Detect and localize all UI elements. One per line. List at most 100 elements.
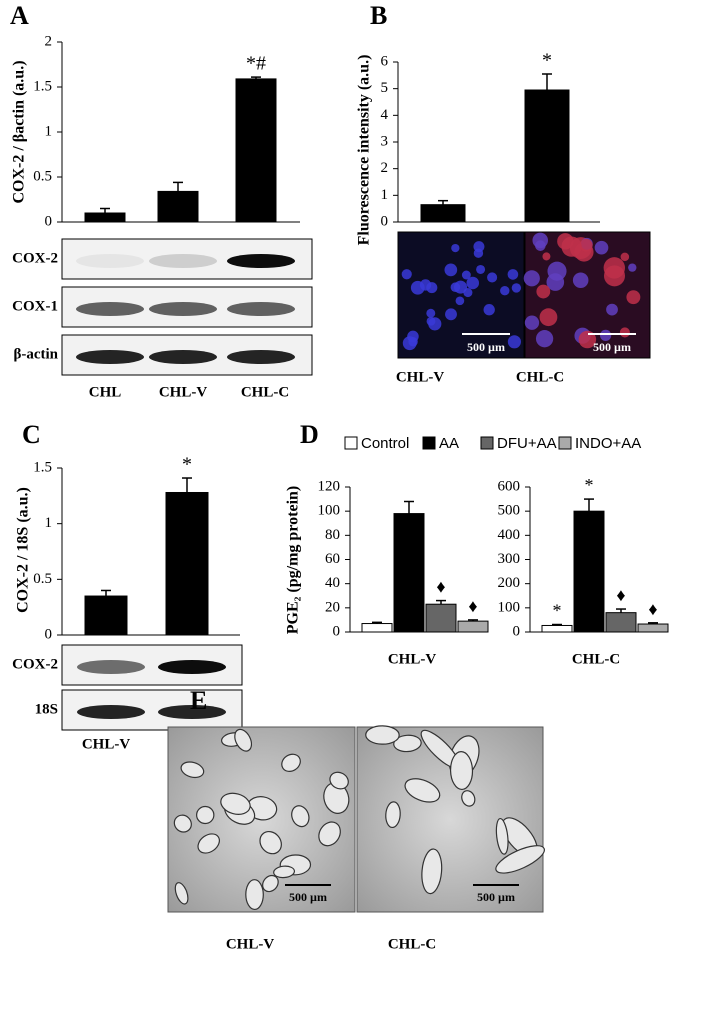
blot-label: COX-1 (12, 298, 58, 314)
cell (579, 238, 593, 252)
legend-swatch (480, 436, 494, 450)
y-axis-label: COX-2 / 18S (a.u.) (15, 487, 32, 613)
significance-marker: ♦ (648, 599, 657, 619)
cell (536, 284, 551, 299)
bar (84, 212, 126, 223)
nucleus (483, 304, 495, 316)
cell (572, 272, 589, 289)
y-tick-label: 60 (325, 551, 340, 567)
blot-band (76, 302, 144, 316)
nucleus (507, 335, 521, 349)
nucleus (444, 263, 458, 277)
y-tick-label: 300 (498, 551, 521, 567)
y-tick-label: 500 (498, 503, 521, 519)
x-tick-label: CHL-V (396, 369, 445, 385)
cell (449, 751, 474, 791)
y-tick-label: 400 (498, 527, 521, 543)
panel-label: C (22, 420, 41, 449)
cell (539, 308, 558, 327)
blot-band (158, 705, 226, 719)
cell (535, 240, 546, 251)
cell (619, 327, 630, 338)
x-tick-label: CHL-C (572, 651, 620, 667)
y-tick-label: 0 (45, 626, 53, 642)
scale-label: 500 µm (467, 340, 505, 354)
cell (220, 792, 251, 815)
significance-marker: ♦ (468, 596, 477, 616)
y-tick-label: 100 (498, 599, 521, 615)
nucleus (507, 269, 519, 280)
cell (620, 252, 630, 262)
blot-band (149, 254, 217, 268)
panel-label: D (300, 420, 319, 449)
cell (234, 728, 253, 752)
bar (425, 603, 457, 633)
nucleus (401, 269, 412, 280)
y-tick-label: 2 (381, 160, 389, 176)
blot-band (77, 660, 145, 674)
x-tick-label: CHL-V (82, 736, 131, 752)
cell (626, 290, 641, 305)
nucleus (445, 308, 457, 321)
blot-band (76, 350, 144, 364)
y-tick-label: 0.5 (33, 571, 52, 587)
significance-marker: * (585, 475, 594, 495)
bar (165, 491, 209, 636)
blot-band (227, 302, 295, 316)
y-tick-label: 80 (325, 527, 340, 543)
y-tick-label: 40 (325, 575, 340, 591)
cell (495, 817, 509, 855)
nucleus (419, 279, 432, 291)
y-tick-label: 1.5 (33, 78, 52, 94)
nucleus (473, 248, 484, 258)
cell (197, 833, 220, 854)
cell (281, 753, 301, 772)
cell (329, 771, 349, 790)
y-tick-label: 1 (45, 515, 53, 531)
scale-label: 500 µm (289, 890, 327, 904)
y-tick-label: 0 (381, 213, 389, 229)
cell (318, 821, 341, 847)
y-tick-label: 100 (318, 503, 341, 519)
scale-label: 500 µm (477, 890, 515, 904)
bar (84, 595, 128, 636)
blot-label: 18S (35, 701, 58, 717)
cell (628, 263, 637, 272)
blot-band (76, 254, 144, 268)
bar (637, 623, 669, 633)
cell (365, 725, 400, 745)
y-tick-label: 0 (333, 623, 341, 639)
scale-label: 500 µm (593, 340, 631, 354)
image-label: CHL-C (388, 936, 436, 952)
nucleus (500, 286, 510, 296)
significance-marker: *# (246, 53, 266, 75)
cell (461, 790, 476, 807)
legend-label: Control (361, 435, 409, 452)
x-tick-label: CHL (89, 384, 122, 400)
legend-swatch (558, 436, 572, 450)
y-tick-label: 1.5 (33, 459, 52, 475)
y-axis-label: PGE₂ (pg/mg protein) (285, 486, 302, 635)
cell (523, 270, 540, 287)
nucleus (426, 308, 436, 318)
blot-band (227, 350, 295, 364)
bar (524, 89, 570, 223)
cell (557, 233, 574, 250)
y-axis-label: Fluorescence intensity (a.u.) (356, 55, 373, 246)
y-tick-label: 600 (498, 478, 521, 494)
nucleus (511, 283, 522, 293)
significance-marker: * (553, 601, 562, 621)
nucleus (455, 296, 465, 306)
cell (173, 814, 192, 833)
cell (594, 240, 609, 255)
bar (541, 624, 573, 633)
bar (157, 190, 199, 223)
cell (404, 778, 441, 803)
cell (542, 252, 551, 261)
significance-marker: ♦ (616, 585, 625, 605)
panel-label: B (370, 1, 387, 30)
significance-marker: * (182, 454, 192, 476)
legend-label: DFU+AA (497, 435, 557, 452)
blot-band (149, 302, 217, 316)
bar (393, 513, 425, 633)
